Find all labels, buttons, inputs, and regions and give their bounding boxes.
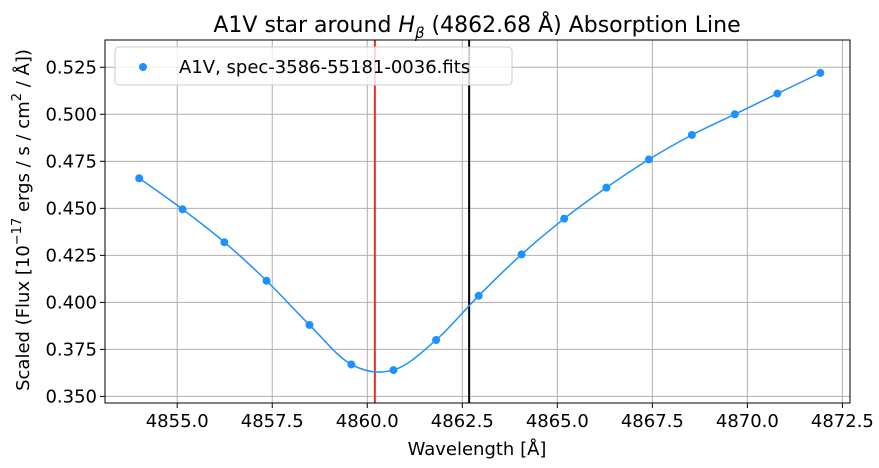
- data-point: [517, 250, 526, 259]
- y-tick-label: 0.450: [45, 198, 97, 219]
- data-point: [389, 366, 398, 375]
- grid: [105, 40, 850, 403]
- data-point: [262, 276, 271, 285]
- data-point: [773, 89, 782, 98]
- x-tick-label: 4870.0: [716, 411, 779, 432]
- data-point: [305, 320, 314, 329]
- x-axis-label: Wavelength [Å]: [408, 438, 547, 460]
- y-axis: 0.350 0.375 0.400 0.425 0.450 0.475 0.500 0.525: [45, 57, 105, 407]
- data-point: [474, 291, 483, 300]
- data-point: [730, 110, 739, 119]
- legend-marker: [139, 63, 147, 71]
- reference-lines: [373, 40, 471, 403]
- legend-box: [114, 46, 513, 86]
- data-point: [347, 360, 356, 369]
- x-tick-label: 4857.5: [241, 411, 304, 432]
- data-point: [220, 238, 229, 247]
- data-point: [560, 214, 569, 223]
- data-point: [178, 205, 187, 214]
- chart-title: A1V star around Hβ (4862.68 Å) Absorptio…: [213, 11, 740, 42]
- y-tick-label: 0.425: [45, 245, 97, 266]
- plot-frame: [104, 39, 851, 404]
- x-tick-label: 4860.0: [336, 411, 399, 432]
- series-line: [138, 72, 821, 373]
- data-point: [816, 68, 825, 77]
- y-tick-label: 0.350: [45, 386, 97, 407]
- y-axis-label: Scaled (Flux [10−17 ergs / s / cm2 / Å]): [10, 49, 34, 391]
- y-tick-label: 0.525: [45, 57, 97, 78]
- y-tick-label: 0.475: [45, 151, 97, 172]
- data-point: [687, 130, 696, 139]
- x-tick-label: 4872.5: [811, 411, 874, 432]
- x-tick-label: 4862.5: [431, 411, 494, 432]
- y-tick-label: 0.500: [45, 104, 97, 125]
- legend: A1V, spec-3586-55181-0036.fits: [114, 46, 513, 86]
- x-axis: 4855.0 4857.5 4860.0 4862.5 4865.0 4867.5 4870…: [146, 403, 874, 432]
- data-series: [135, 68, 825, 375]
- x-tick-label: 4867.5: [621, 411, 684, 432]
- data-point: [432, 335, 441, 344]
- x-tick-label: 4865.0: [526, 411, 589, 432]
- y-tick-label: 0.400: [45, 292, 97, 313]
- legend-label: A1V, spec-3586-55181-0036.fits: [179, 57, 470, 78]
- y-tick-label: 0.375: [45, 339, 97, 360]
- data-point: [135, 174, 144, 183]
- data-point: [644, 155, 653, 164]
- x-tick-label: 4855.0: [146, 411, 209, 432]
- data-point: [602, 183, 611, 192]
